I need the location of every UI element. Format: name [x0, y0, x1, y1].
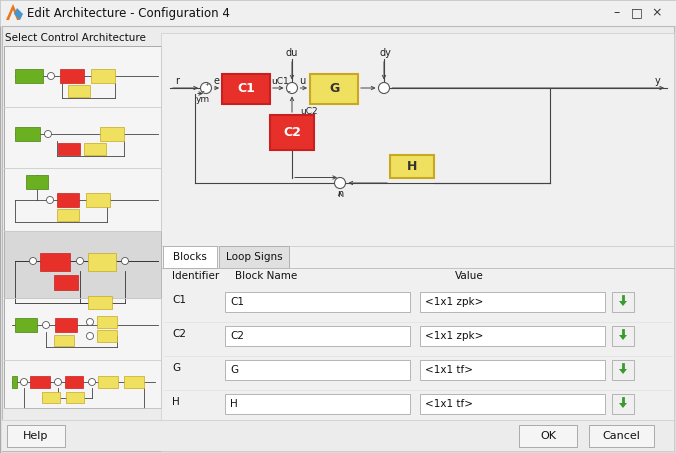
Polygon shape: [619, 369, 627, 374]
FancyBboxPatch shape: [97, 316, 117, 328]
FancyBboxPatch shape: [86, 193, 110, 207]
Text: G: G: [329, 82, 339, 96]
Text: Identifier: Identifier: [172, 271, 219, 281]
FancyBboxPatch shape: [40, 253, 70, 271]
Polygon shape: [14, 8, 23, 20]
Text: +: +: [204, 82, 210, 87]
FancyBboxPatch shape: [84, 143, 106, 155]
FancyBboxPatch shape: [2, 420, 674, 451]
FancyBboxPatch shape: [42, 392, 60, 403]
Circle shape: [287, 82, 297, 93]
FancyBboxPatch shape: [390, 155, 434, 178]
FancyBboxPatch shape: [161, 33, 674, 246]
FancyBboxPatch shape: [57, 209, 79, 221]
FancyBboxPatch shape: [612, 292, 634, 312]
Text: Select Control Architecture: Select Control Architecture: [5, 33, 146, 43]
Text: du: du: [286, 48, 298, 58]
FancyBboxPatch shape: [161, 246, 674, 451]
Circle shape: [30, 257, 37, 265]
Text: C2: C2: [283, 126, 301, 139]
FancyBboxPatch shape: [270, 115, 314, 150]
FancyBboxPatch shape: [26, 175, 48, 189]
Circle shape: [335, 178, 345, 188]
FancyBboxPatch shape: [420, 394, 605, 414]
FancyBboxPatch shape: [2, 26, 674, 451]
Circle shape: [47, 197, 53, 203]
Text: C2: C2: [230, 331, 244, 341]
FancyBboxPatch shape: [15, 69, 43, 83]
Circle shape: [87, 318, 93, 326]
FancyBboxPatch shape: [124, 376, 144, 388]
Text: -: -: [287, 87, 290, 96]
Text: n: n: [337, 189, 343, 199]
Text: OK: OK: [540, 431, 556, 441]
Circle shape: [55, 379, 62, 386]
FancyBboxPatch shape: [612, 326, 634, 346]
FancyBboxPatch shape: [54, 335, 74, 346]
Text: dy: dy: [379, 48, 391, 58]
Text: C1: C1: [237, 82, 255, 96]
Polygon shape: [619, 301, 627, 306]
Text: Edit Architecture - Configuration 4: Edit Architecture - Configuration 4: [27, 6, 230, 19]
Text: y: y: [655, 76, 661, 86]
Text: -: -: [201, 87, 204, 96]
Text: Loop Signs: Loop Signs: [226, 252, 283, 262]
Text: Cancel: Cancel: [602, 431, 640, 441]
FancyBboxPatch shape: [589, 425, 654, 447]
FancyBboxPatch shape: [420, 360, 605, 380]
FancyBboxPatch shape: [225, 360, 410, 380]
FancyBboxPatch shape: [420, 326, 605, 346]
Circle shape: [47, 72, 55, 79]
FancyBboxPatch shape: [15, 318, 37, 332]
FancyBboxPatch shape: [7, 425, 65, 447]
Circle shape: [122, 257, 128, 265]
Text: e: e: [214, 76, 220, 86]
Text: uC2: uC2: [300, 107, 318, 116]
FancyBboxPatch shape: [225, 394, 410, 414]
FancyBboxPatch shape: [420, 292, 605, 312]
Circle shape: [20, 379, 28, 386]
Text: H: H: [407, 160, 417, 173]
FancyBboxPatch shape: [4, 46, 161, 408]
Circle shape: [103, 197, 110, 203]
FancyBboxPatch shape: [55, 318, 77, 332]
Text: C2: C2: [172, 329, 186, 339]
Text: H: H: [230, 399, 238, 409]
Circle shape: [45, 130, 51, 138]
FancyBboxPatch shape: [612, 360, 634, 380]
Circle shape: [201, 82, 212, 93]
Polygon shape: [619, 335, 627, 340]
FancyBboxPatch shape: [30, 376, 50, 388]
FancyBboxPatch shape: [12, 376, 17, 388]
FancyBboxPatch shape: [88, 253, 116, 271]
Text: ×: ×: [652, 6, 662, 19]
FancyBboxPatch shape: [58, 143, 80, 155]
FancyBboxPatch shape: [66, 392, 84, 403]
Text: uC1: uC1: [271, 77, 289, 86]
Text: –: –: [614, 6, 620, 19]
Text: C1: C1: [172, 295, 186, 305]
FancyBboxPatch shape: [100, 127, 124, 141]
Text: H: H: [172, 397, 180, 407]
Circle shape: [379, 82, 389, 93]
Text: <1x1 zpk>: <1x1 zpk>: [425, 331, 483, 341]
FancyBboxPatch shape: [97, 330, 117, 342]
FancyBboxPatch shape: [163, 246, 217, 268]
Text: <1x1 tf>: <1x1 tf>: [425, 365, 473, 375]
FancyBboxPatch shape: [54, 275, 78, 290]
FancyBboxPatch shape: [219, 246, 289, 268]
FancyBboxPatch shape: [519, 425, 577, 447]
Polygon shape: [619, 403, 627, 408]
FancyBboxPatch shape: [612, 394, 634, 414]
Text: Help: Help: [23, 431, 49, 441]
FancyBboxPatch shape: [15, 127, 40, 141]
Text: Blocks: Blocks: [173, 252, 207, 262]
FancyBboxPatch shape: [98, 376, 118, 388]
Text: <1x1 tf>: <1x1 tf>: [425, 399, 473, 409]
Circle shape: [89, 379, 95, 386]
Text: Block Name: Block Name: [235, 271, 297, 281]
Text: Value: Value: [455, 271, 484, 281]
Text: r: r: [175, 76, 179, 86]
Polygon shape: [6, 4, 20, 20]
